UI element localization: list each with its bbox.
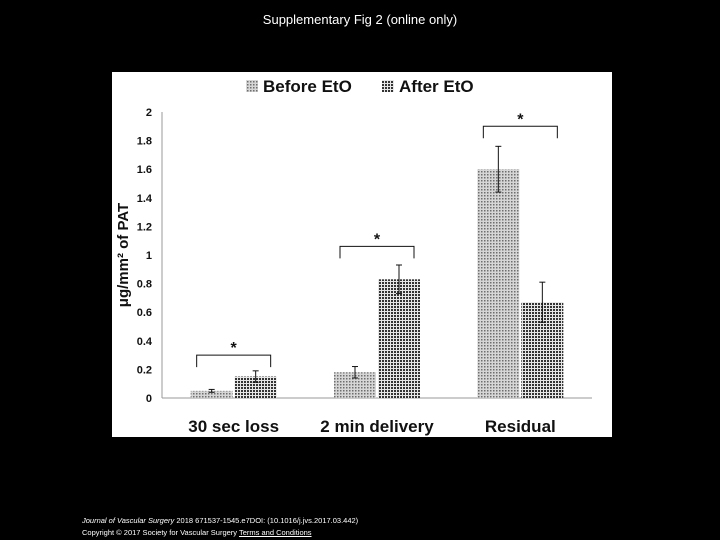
bar	[234, 376, 277, 398]
chart-panel: Before EtO After EtO 0 0.2 0.4 0.6 0.8 1 1.2 1.4…	[112, 72, 612, 437]
y-tick-label: 0.6	[137, 307, 152, 319]
bar	[477, 169, 520, 398]
bar	[378, 279, 420, 398]
y-tick-label: 0	[146, 393, 152, 405]
y-tick-label: 2	[146, 107, 152, 119]
significance-bracket	[196, 354, 272, 368]
y-tick-label: 0.8	[137, 279, 152, 291]
x-tick-label: 30 sec loss	[188, 417, 279, 436]
copyright-text: Copyright © 2017 Society for Vascular Su…	[82, 528, 238, 537]
legend-swatch	[382, 80, 394, 92]
y-tick-label: 1	[146, 250, 152, 262]
bar-chart: Before EtO After EtO 0 0.2 0.4 0.6 0.8 1 1.2 1.4…	[115, 77, 592, 436]
significance-bracket	[482, 125, 558, 139]
legend-label: Before EtO	[263, 77, 352, 96]
legend: Before EtO After EtO	[246, 77, 474, 96]
y-axis-label: μg/mm² of PAT	[115, 203, 132, 307]
journal-name: Journal of Vascular Surgery	[82, 516, 175, 525]
bar	[190, 390, 233, 398]
page-title: Supplementary Fig 2 (online only)	[262, 12, 458, 27]
significance-label: *	[231, 340, 238, 357]
x-tick-label: 2 min delivery	[320, 417, 434, 436]
y-tick-label: 0.2	[137, 364, 152, 376]
citation-details: 2018 671537-1545.e7DOI: (10.1016/j.jvs.2…	[176, 516, 359, 525]
y-tick-label: 1.4	[137, 193, 153, 205]
y-tick-label: 1.6	[137, 164, 152, 176]
significance-bracket	[339, 245, 415, 259]
annotations: * * *	[196, 111, 558, 368]
y-tick-label: 0.4	[137, 336, 153, 348]
citation-footer: Journal of Vascular Surgery 2018 671537-…	[82, 515, 358, 539]
y-tick-label: 1.2	[137, 221, 152, 233]
legend-swatch	[246, 80, 258, 92]
x-tick-label: Residual	[485, 417, 556, 436]
y-tick-label: 1.8	[137, 136, 152, 148]
axes: 0 0.2 0.4 0.6 0.8 1 1.2 1.4 1.6 1.8 2 μg/mm² of PAT…	[115, 107, 592, 436]
significance-label: *	[517, 111, 524, 128]
significance-label: *	[374, 231, 381, 248]
legend-label: After EtO	[399, 77, 474, 96]
terms-link[interactable]: Terms and Conditions	[239, 528, 312, 537]
bars	[190, 145, 564, 398]
